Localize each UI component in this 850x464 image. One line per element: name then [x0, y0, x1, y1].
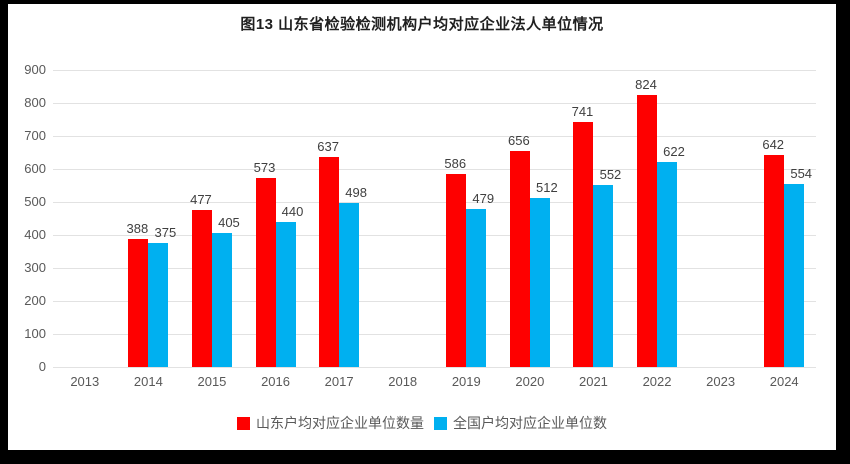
- legend-swatch-shandong: [237, 416, 250, 430]
- x-axis-label: 2021: [578, 374, 608, 389]
- bar-shandong-2022: [637, 95, 658, 367]
- bar-shandong-2019: [446, 173, 467, 367]
- x-axis-label: 2019: [451, 374, 481, 389]
- data-label-shandong-2014: 388: [126, 220, 149, 236]
- gridline: [53, 136, 816, 137]
- x-axis-label: 2016: [261, 374, 290, 389]
- gridline: [53, 268, 816, 269]
- gridline: [53, 103, 816, 104]
- data-label-national-2022: 622: [663, 143, 685, 159]
- y-axis-tick-label: 0: [38, 359, 46, 374]
- bar-shandong-2016: [255, 177, 276, 367]
- data-label-national-2015: 405: [218, 215, 240, 231]
- bar-national-2021: [593, 184, 614, 367]
- plot-area: 0 100 200 300 400 500 600 700 800 900 2013 2014 388 3…: [24, 62, 816, 389]
- bar-shandong-2015: [191, 209, 212, 367]
- gridline: [53, 334, 816, 335]
- bar-national-2014: [148, 243, 169, 367]
- gridline: [53, 169, 816, 170]
- gridline: [53, 235, 816, 236]
- data-label-national-2019: 479: [472, 190, 495, 206]
- chart-canvas: 图13 山东省检验检测机构户均对应企业法人单位情况 0 100 200 300 400 5…: [8, 4, 836, 450]
- data-label-shandong-2019: 586: [444, 155, 467, 171]
- y-axis-tick-label: 600: [24, 161, 46, 176]
- bar-national-2019: [466, 208, 487, 367]
- data-label-shandong-2017: 637: [317, 138, 339, 154]
- y-axis-tick-label: 500: [24, 194, 46, 209]
- chart-title: 图13 山东省检验检测机构户均对应企业法人单位情况: [240, 16, 604, 33]
- gridline: [53, 70, 816, 71]
- data-label-national-2021: 552: [599, 166, 622, 182]
- legend-label: 全国户均对应企业单位数: [453, 415, 607, 431]
- y-axis-tick-label: 200: [24, 293, 46, 308]
- x-axis-label: 2023: [706, 374, 736, 389]
- y-axis-tick-label: 900: [24, 62, 46, 77]
- legend-label: 山东户均对应企业单位数量: [256, 415, 424, 431]
- data-label-shandong-2020: 656: [508, 132, 530, 148]
- y-axis-tick-label: 300: [24, 260, 46, 275]
- bar-shandong-2014: [128, 238, 149, 367]
- x-axis-label: 2017: [324, 374, 354, 389]
- data-label-shandong-2021: 741: [571, 104, 594, 120]
- legend: 山东户均对应企业单位数量 全国户均对应企业单位数: [8, 413, 836, 433]
- data-label-shandong-2015: 477: [190, 191, 212, 207]
- legend-swatch-national: [434, 416, 447, 430]
- bar-shandong-2024: [764, 155, 785, 367]
- bar-national-2024: [784, 184, 805, 367]
- data-label-shandong-2024: 642: [762, 137, 785, 153]
- data-label-shandong-2022: 824: [635, 77, 657, 93]
- x-axis-label: 2022: [642, 374, 672, 389]
- x-axis-label: 2020: [515, 374, 545, 389]
- y-axis-tick-label: 700: [24, 128, 46, 143]
- gridline: [53, 301, 816, 302]
- data-label-national-2014: 375: [154, 225, 177, 241]
- legend-item-national: 全国户均对应企业单位数: [434, 413, 607, 433]
- bar-national-2017: [339, 202, 360, 367]
- data-label-national-2020: 512: [536, 180, 558, 196]
- bar-shandong-2017: [319, 156, 340, 367]
- y-axis-tick-label: 800: [24, 95, 46, 110]
- data-label-national-2016: 440: [281, 203, 304, 219]
- bar-shandong-2020: [509, 150, 530, 367]
- x-axis-label: 2024: [769, 374, 799, 389]
- data-label-shandong-2016: 573: [253, 159, 276, 175]
- legend-item-shandong: 山东户均对应企业单位数量: [237, 413, 424, 433]
- x-axis-label: 2013: [70, 374, 100, 389]
- data-label-national-2024: 554: [790, 166, 813, 182]
- gridline: [53, 367, 816, 368]
- bar-national-2015: [211, 233, 232, 367]
- y-axis-tick-label: 100: [24, 326, 46, 341]
- x-axis-label: 2015: [197, 374, 227, 389]
- x-axis-label: 2018: [388, 374, 418, 389]
- bar-shandong-2021: [573, 122, 594, 367]
- y-axis-tick-label: 400: [24, 227, 46, 242]
- bar-national-2016: [275, 221, 296, 367]
- x-axis-label: 2014: [133, 374, 163, 389]
- gridline: [53, 202, 816, 203]
- bar-national-2022: [657, 161, 678, 367]
- bar-national-2020: [529, 198, 550, 367]
- data-label-national-2017: 498: [345, 184, 367, 200]
